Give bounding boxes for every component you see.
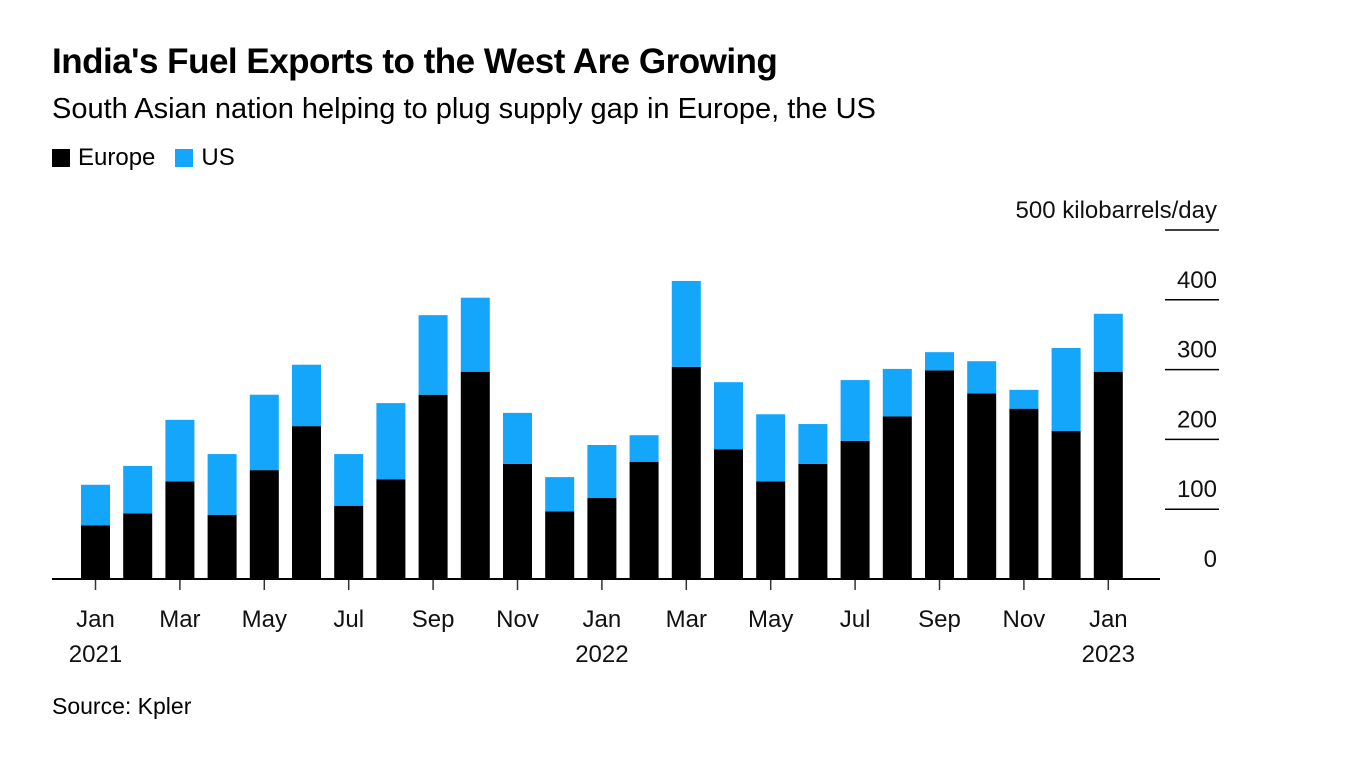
y-tick-label-200: 200	[1177, 406, 1217, 433]
bar-us-jul-2021	[334, 454, 364, 506]
bar-europe-feb-2021	[123, 513, 153, 579]
x-tick-label: Jul	[333, 606, 364, 633]
bar-us-mar-2021	[165, 419, 195, 482]
x-tick-label: Sep	[412, 606, 455, 633]
bar-europe-jan-2022	[587, 498, 617, 579]
y-axis-labels: 0 100 200 300 400 500 kilobarrels/day	[1016, 197, 1217, 573]
x-tick-year-label: 2021	[69, 641, 122, 668]
x-tick-label: Mar	[159, 606, 200, 633]
y-tick-label-100: 100	[1177, 476, 1217, 503]
x-tick-label: May	[242, 606, 287, 633]
bar-us-jun-2021	[292, 364, 321, 427]
bar-europe-dec-2021	[545, 511, 575, 579]
bar-us-jan-2022	[587, 444, 617, 499]
bar-europe-jul-2021	[334, 505, 364, 579]
bar-europe-dec-2022	[1051, 431, 1081, 579]
chart-title: India's Fuel Exports to the West Are Gro…	[52, 42, 778, 81]
bar-us-aug-2022	[882, 368, 912, 417]
bar-us-feb-2021	[123, 465, 153, 514]
bar-us-aug-2021	[376, 403, 406, 480]
bar-us-mar-2022	[671, 280, 701, 367]
bar-europe-apr-2022	[714, 449, 743, 579]
bar-us-apr-2021	[207, 454, 237, 515]
bar-europe-jun-2022	[798, 463, 828, 579]
bar-europe-nov-2022	[1009, 408, 1039, 579]
bar-us-feb-2022	[629, 435, 659, 462]
bar-europe-sep-2021	[418, 394, 448, 579]
bar-europe-feb-2022	[629, 461, 659, 579]
bar-europe-apr-2021	[207, 514, 237, 579]
bar-europe-aug-2022	[882, 416, 912, 579]
bar-europe-jul-2022	[840, 440, 870, 579]
y-tick-label-400: 400	[1177, 267, 1217, 294]
gridlines	[1165, 229, 1219, 510]
bar-europe-jun-2021	[292, 426, 321, 579]
bar-us-may-2021	[249, 394, 279, 471]
y-tick-label-0: 0	[1204, 546, 1217, 573]
bar-us-jul-2022	[840, 380, 870, 441]
x-tick-label: Nov	[496, 606, 539, 633]
bar-us-jan-2023	[1093, 313, 1123, 372]
bar-us-sep-2021	[418, 315, 448, 395]
y-tick-label-300: 300	[1177, 337, 1217, 364]
bar-europe-jan-2023	[1093, 371, 1123, 579]
bar-us-jan-2021	[81, 484, 110, 526]
x-tick-label: Jan	[583, 606, 622, 633]
bar-europe-mar-2022	[671, 366, 701, 579]
bar-europe-may-2021	[249, 470, 279, 579]
bar-europe-mar-2021	[165, 481, 195, 579]
x-tick-label: Jan	[1089, 606, 1128, 633]
bar-europe-may-2022	[756, 481, 786, 579]
bar-us-dec-2022	[1051, 347, 1081, 432]
legend-item-europe: Europe	[52, 144, 155, 172]
legend-swatch-europe	[52, 149, 70, 167]
bar-europe-aug-2021	[376, 479, 406, 579]
x-tick-label: Jan	[76, 606, 115, 633]
x-tick-label: Mar	[666, 606, 707, 633]
x-tick-label: May	[748, 606, 793, 633]
x-tick-label: Nov	[1003, 606, 1046, 633]
source-note: Source: Kpler	[52, 693, 192, 719]
bar-us-apr-2022	[714, 382, 743, 450]
x-axis-ticks: Jan 2021 Mar May Jul Sep Nov Jan 2022 Mar May Jul Se…	[69, 580, 1135, 668]
chart-subtitle: South Asian nation helping to plug suppl…	[52, 93, 876, 125]
legend-swatch-us	[175, 149, 194, 167]
legend-label-us: US	[201, 144, 235, 171]
bar-us-jun-2022	[798, 424, 828, 464]
x-tick-year-label: 2023	[1082, 641, 1135, 668]
x-tick-label: Jul	[840, 606, 871, 633]
bars	[81, 280, 1123, 579]
bar-us-may-2022	[756, 414, 786, 482]
bar-us-nov-2022	[1009, 389, 1039, 409]
legend-item-us: US	[175, 144, 235, 172]
bar-europe-oct-2021	[460, 371, 490, 579]
bar-us-sep-2022	[925, 352, 954, 371]
bar-us-nov-2021	[503, 412, 532, 464]
bar-europe-oct-2022	[967, 393, 997, 579]
bar-us-oct-2021	[460, 297, 490, 372]
legend-label-europe: Europe	[78, 144, 156, 171]
bar-europe-sep-2022	[925, 370, 954, 579]
legend: Europe US	[52, 144, 255, 172]
y-tick-label-500: 500 kilobarrels/day	[1016, 197, 1217, 224]
bar-europe-jan-2021	[81, 525, 110, 579]
bar-europe-nov-2021	[503, 463, 532, 579]
x-tick-label: Sep	[918, 606, 961, 633]
bar-us-oct-2022	[967, 361, 997, 394]
bar-us-dec-2021	[545, 477, 575, 512]
x-tick-year-label: 2022	[575, 641, 628, 668]
